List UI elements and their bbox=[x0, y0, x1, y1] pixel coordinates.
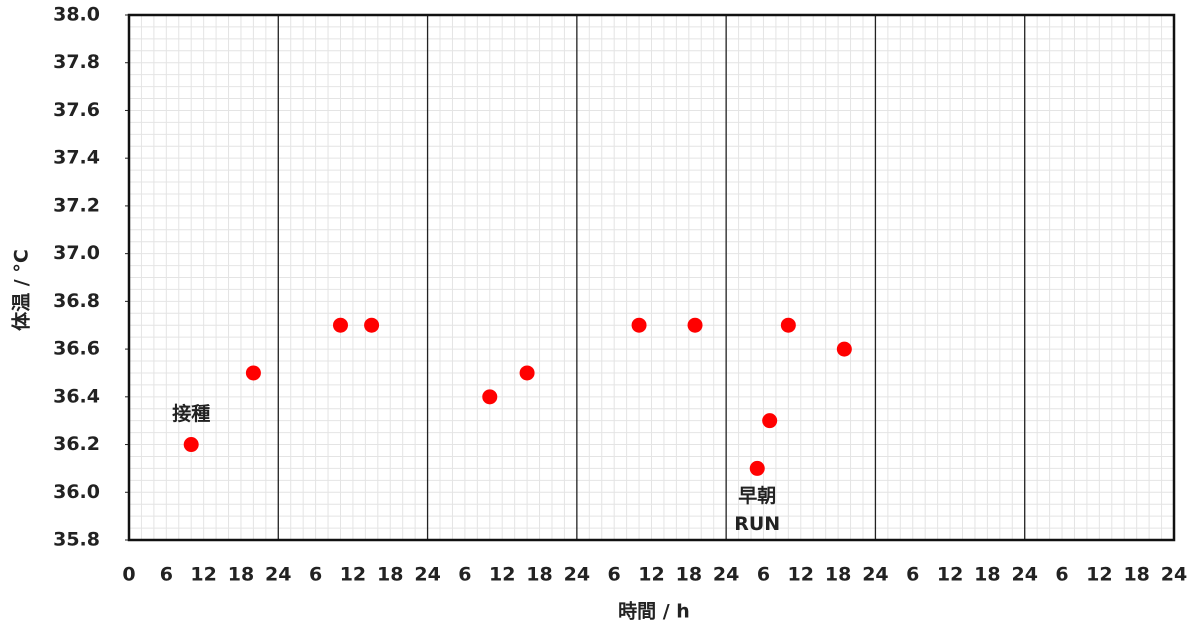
data-point bbox=[762, 413, 778, 429]
x-tick-label: 24 bbox=[414, 564, 440, 586]
data-point bbox=[780, 317, 796, 333]
y-tick-label: 38.0 bbox=[53, 4, 100, 26]
x-tick-label: 6 bbox=[757, 564, 770, 586]
x-tick-label: 24 bbox=[862, 564, 888, 586]
data-point bbox=[482, 389, 498, 405]
annotation: RUN bbox=[734, 513, 780, 535]
x-tick-label: 6 bbox=[160, 564, 173, 586]
data-point bbox=[687, 317, 703, 333]
x-tick-label: 0 bbox=[122, 564, 135, 586]
data-point bbox=[183, 437, 199, 453]
y-tick-label: 36.4 bbox=[53, 385, 100, 407]
x-tick-label: 24 bbox=[564, 564, 590, 586]
x-tick-label: 18 bbox=[377, 564, 403, 586]
y-axis-label: 体温 / °C bbox=[10, 249, 33, 331]
y-tick-label: 37.6 bbox=[53, 99, 100, 121]
data-point bbox=[332, 317, 348, 333]
x-tick-label: 12 bbox=[638, 564, 664, 586]
x-tick-label: 18 bbox=[974, 564, 1000, 586]
x-tick-label: 12 bbox=[788, 564, 814, 586]
x-axis-label: 時間 / h bbox=[618, 601, 690, 623]
x-tick-label: 6 bbox=[458, 564, 471, 586]
y-tick-label: 36.6 bbox=[53, 338, 100, 360]
x-tick-label: 24 bbox=[713, 564, 739, 586]
x-tick-label: 24 bbox=[1011, 564, 1037, 586]
annotation: 接種 bbox=[172, 403, 210, 425]
y-tick-label: 36.2 bbox=[53, 433, 100, 455]
x-tick-label: 24 bbox=[265, 564, 291, 586]
data-point bbox=[749, 460, 765, 476]
y-tick-label: 37.8 bbox=[53, 51, 100, 73]
annotation: 早朝 bbox=[738, 485, 776, 507]
x-tick-label: 6 bbox=[1055, 564, 1068, 586]
x-tick-label: 12 bbox=[937, 564, 963, 586]
y-tick-label: 37.4 bbox=[53, 147, 100, 169]
y-tick-label: 36.8 bbox=[53, 290, 100, 312]
x-tick-label: 6 bbox=[906, 564, 919, 586]
x-tick-label: 12 bbox=[190, 564, 216, 586]
x-tick-label: 18 bbox=[1123, 564, 1149, 586]
y-tick-label: 37.0 bbox=[53, 242, 100, 264]
x-tick-label: 12 bbox=[340, 564, 366, 586]
data-point bbox=[519, 365, 535, 381]
x-tick-label: 6 bbox=[309, 564, 322, 586]
data-point bbox=[364, 317, 380, 333]
grid bbox=[125, 14, 1174, 541]
y-tick-label: 37.2 bbox=[53, 194, 100, 216]
x-tick-label: 6 bbox=[608, 564, 621, 586]
x-tick-label: 12 bbox=[489, 564, 515, 586]
x-tick-label: 18 bbox=[526, 564, 552, 586]
data-point bbox=[631, 317, 647, 333]
y-tick-label: 35.8 bbox=[53, 529, 100, 551]
x-tick-label: 18 bbox=[228, 564, 254, 586]
plot-frame bbox=[127, 13, 1176, 542]
x-tick-label: 18 bbox=[825, 564, 851, 586]
y-tick-label: 36.0 bbox=[53, 481, 100, 503]
data-point bbox=[836, 341, 852, 357]
data-point bbox=[245, 365, 261, 381]
x-tick-label: 24 bbox=[1161, 564, 1187, 586]
x-tick-label: 12 bbox=[1086, 564, 1112, 586]
x-tick-label: 18 bbox=[676, 564, 702, 586]
